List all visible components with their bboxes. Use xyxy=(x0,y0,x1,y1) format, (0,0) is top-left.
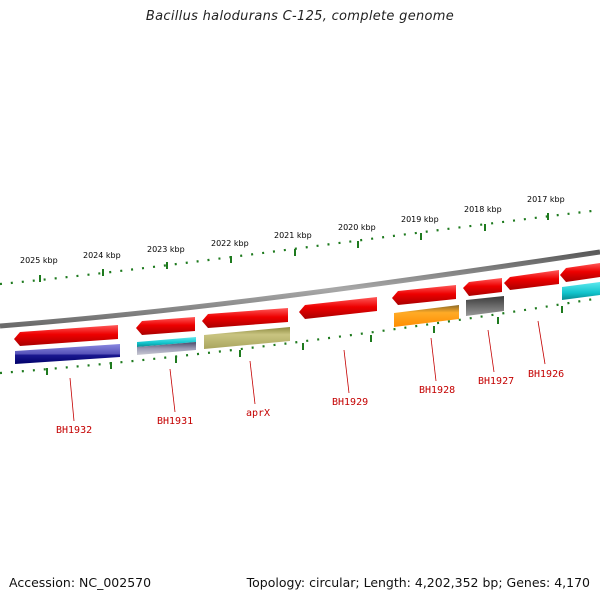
kbp-label: 2020 kbp xyxy=(338,223,376,232)
feature-bar-bh1928 xyxy=(394,305,459,327)
gene-label-aprx[interactable]: aprX xyxy=(246,408,270,419)
kbp-label: 2023 kbp xyxy=(147,245,185,254)
kbp-label: 2025 kbp xyxy=(20,256,58,265)
kbp-label: 2021 kbp xyxy=(274,231,312,240)
kbp-label: 2019 kbp xyxy=(401,215,439,224)
kbp-label: 2018 kbp xyxy=(464,205,502,214)
label-leaders xyxy=(69,320,546,422)
feature-bar-bh1926 xyxy=(562,282,600,300)
feature-bars xyxy=(15,282,600,364)
outer-scale-arc xyxy=(0,208,600,286)
gene-arrow-bh1926[interactable] xyxy=(504,270,559,290)
feature-bar-bh1931-steel xyxy=(137,342,196,355)
gene-label-bh1929[interactable]: BH1929 xyxy=(332,397,368,408)
kbp-label: 2022 kbp xyxy=(211,239,249,248)
gene-label-bh1926[interactable]: BH1926 xyxy=(528,369,564,380)
gene-label-bh1931[interactable]: BH1931 xyxy=(157,416,193,427)
gene-labels: BH1932 BH1931 aprX BH1929 BH1928 BH1927 … xyxy=(56,369,564,436)
inner-major-ticks xyxy=(46,306,563,375)
feature-bar-bh1927 xyxy=(466,296,504,316)
outer-major-ticks xyxy=(39,213,549,282)
map-title: Bacillus halodurans C-125, complete geno… xyxy=(145,9,455,24)
kbp-label: 2024 kbp xyxy=(83,251,121,260)
feature-bar-aprx xyxy=(204,327,290,349)
accession-text: Accession: NC_002570 xyxy=(9,575,152,590)
gene-arrow-bh1931[interactable] xyxy=(136,317,195,335)
gene-label-bh1932[interactable]: BH1932 xyxy=(56,425,92,436)
gene-arrow-aprx[interactable] xyxy=(202,308,288,328)
kbp-labels: 2025 kbp 2024 kbp 2023 kbp 2022 kbp 2021… xyxy=(20,195,565,265)
feature-bar-bh1932 xyxy=(15,344,120,364)
feature-bar-bh1931-cyan xyxy=(137,337,196,347)
gene-arrow-bh1927[interactable] xyxy=(463,278,502,296)
gene-arrow-bh1928[interactable] xyxy=(392,285,456,305)
kbp-label: 2017 kbp xyxy=(527,195,565,204)
forward-genes xyxy=(14,263,600,346)
gene-arrow-next[interactable] xyxy=(560,263,600,282)
gene-label-bh1927[interactable]: BH1927 xyxy=(478,376,514,387)
genome-backbone xyxy=(0,249,600,329)
gene-arrow-bh1932[interactable] xyxy=(14,325,118,346)
gene-arrow-bh1929[interactable] xyxy=(299,297,377,319)
gene-label-bh1928[interactable]: BH1928 xyxy=(419,385,455,396)
genome-summary-text: Topology: circular; Length: 4,202,352 bp… xyxy=(246,575,590,590)
